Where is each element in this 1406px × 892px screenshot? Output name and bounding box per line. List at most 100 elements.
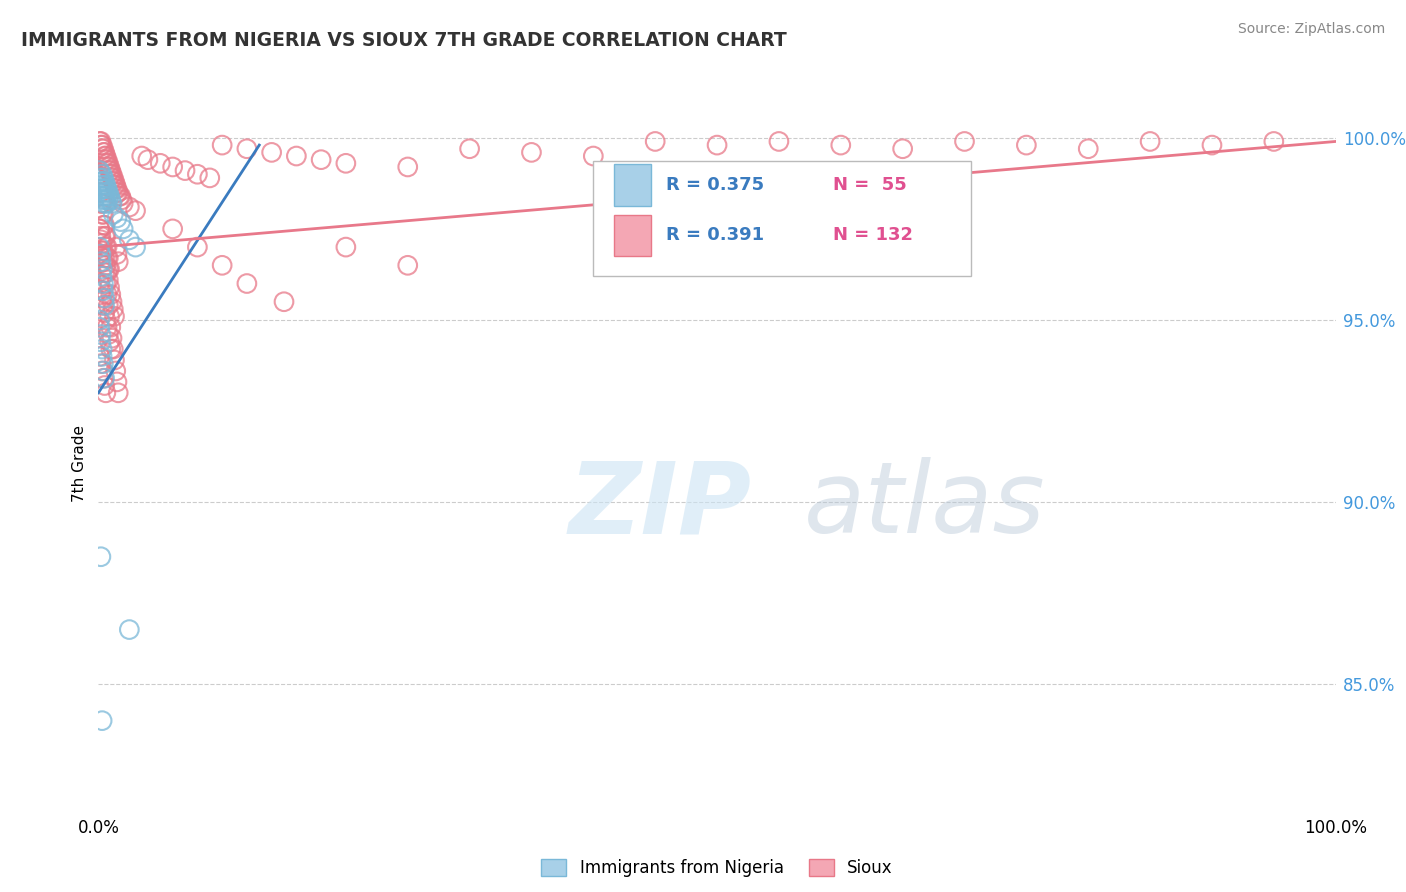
Point (101, 196, 124, 211)
Point (162, 160, 184, 174)
Point (198, 170, 221, 185)
Point (124, 240, 146, 254)
Point (104, 178, 127, 193)
Point (100, 342, 122, 356)
Point (97, 186, 120, 200)
Point (93, 371, 115, 385)
Point (90, 135, 112, 149)
Point (90, 175, 112, 189)
Point (118, 623, 141, 637)
Point (98, 160, 121, 174)
Point (94, 149, 117, 163)
Point (91, 364, 114, 378)
Point (90, 196, 112, 211)
Point (236, 277, 259, 291)
Point (1139, 135, 1161, 149)
Point (97, 327, 120, 342)
Point (98, 189, 121, 203)
Point (91, 196, 114, 211)
Point (335, 156, 357, 170)
Point (93, 149, 115, 163)
Point (93, 371, 115, 385)
Point (93, 378, 115, 392)
Point (96, 189, 118, 203)
Point (93, 251, 115, 265)
Point (105, 182, 128, 196)
Point (89, 186, 111, 200)
Point (112, 196, 135, 211)
Point (89, 313, 111, 327)
Point (97, 251, 120, 265)
Point (100, 167, 122, 181)
Point (105, 186, 128, 200)
Point (90, 247, 112, 261)
Point (891, 142, 914, 156)
Point (260, 145, 283, 160)
Bar (614, 164, 651, 206)
Bar (614, 215, 651, 256)
Point (89, 170, 111, 185)
Text: ZIP: ZIP (568, 457, 752, 554)
Point (94, 229, 117, 244)
Point (104, 240, 127, 254)
Point (111, 193, 134, 207)
Point (91, 269, 114, 284)
Point (91, 291, 114, 305)
Point (107, 385, 129, 400)
Point (96, 196, 118, 211)
Point (285, 149, 308, 163)
Point (103, 301, 125, 316)
Point (93, 219, 115, 233)
Point (93, 219, 115, 233)
Point (93, 284, 115, 298)
Point (105, 211, 128, 225)
Point (96, 240, 118, 254)
Point (98, 262, 121, 277)
Point (124, 203, 146, 218)
Point (112, 222, 135, 236)
Point (93, 186, 115, 200)
Point (91, 236, 114, 251)
Point (186, 240, 208, 254)
Point (100, 287, 122, 301)
Point (89, 320, 111, 334)
Point (93, 291, 115, 305)
Point (89, 222, 111, 236)
Point (90, 549, 112, 564)
Point (103, 175, 125, 189)
Point (98, 334, 121, 349)
Point (90, 334, 112, 349)
Point (1201, 138, 1223, 153)
Point (93, 142, 115, 156)
Point (103, 342, 125, 356)
FancyBboxPatch shape (593, 161, 970, 276)
Point (93, 277, 115, 291)
Point (97, 298, 120, 312)
Point (273, 294, 295, 309)
Text: R = 0.375: R = 0.375 (666, 176, 765, 194)
Point (91, 175, 114, 189)
Point (396, 160, 419, 174)
Point (90, 284, 112, 298)
Point (93, 266, 115, 280)
Point (91, 138, 114, 153)
Text: Source: ZipAtlas.com: Source: ZipAtlas.com (1237, 22, 1385, 37)
Point (90, 138, 112, 153)
Point (93, 145, 115, 160)
Point (90, 229, 112, 244)
Point (90, 327, 112, 342)
Point (91, 342, 114, 356)
Point (90, 186, 112, 200)
Point (107, 186, 129, 200)
Point (96, 182, 118, 196)
Point (131, 149, 153, 163)
Point (91, 167, 114, 181)
Point (91, 189, 114, 203)
Point (93, 178, 115, 193)
Point (94, 186, 117, 200)
Point (94, 240, 117, 254)
Point (211, 258, 233, 272)
Point (89, 135, 111, 149)
Point (98, 280, 121, 294)
Point (97, 156, 120, 170)
